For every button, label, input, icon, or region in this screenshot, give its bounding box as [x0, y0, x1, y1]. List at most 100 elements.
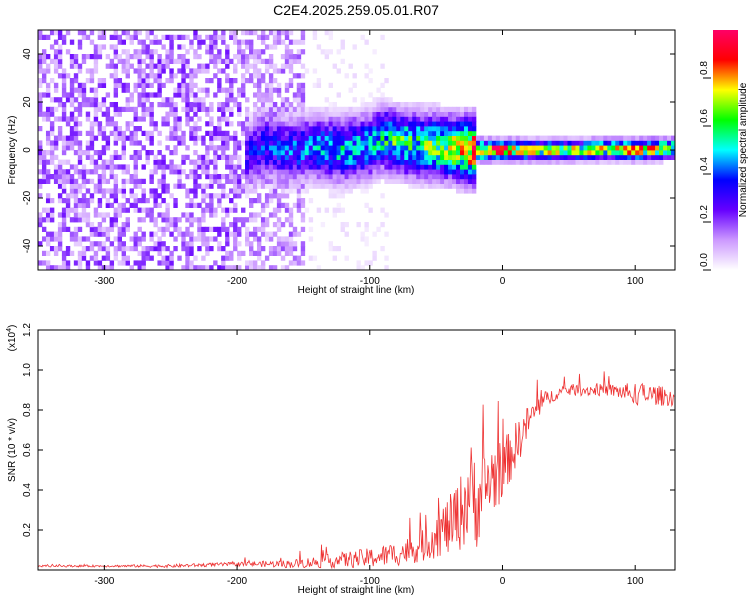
spectrogram-cell: [165, 164, 170, 170]
spectrogram-cell: [599, 154, 604, 160]
spectrogram-cell: [145, 246, 150, 252]
spectrogram-cell: [264, 222, 270, 228]
spectrogram-cell: [400, 106, 405, 112]
spectrogram-cell: [591, 150, 596, 156]
spectrogram-cell: [288, 217, 294, 223]
spectrogram-cell: [408, 126, 413, 132]
spectrogram-cell: [260, 73, 266, 79]
spectrogram-cell: [651, 154, 656, 160]
snr-series-line: [38, 371, 675, 570]
spectrogram-cell: [249, 130, 254, 136]
spectrogram-cell: [352, 145, 357, 151]
spectrogram-cell: [177, 116, 182, 122]
spectrogram-cell: [308, 111, 314, 117]
spectrogram-cell: [428, 164, 433, 170]
spectrogram-cell: [288, 222, 294, 228]
spectrogram-cell: [328, 159, 334, 165]
spectrogram-cell: [328, 82, 334, 88]
spectrogram-cell: [292, 241, 298, 247]
spectrogram-cell: [312, 121, 318, 127]
spectrogram-cell: [376, 126, 381, 132]
spectrogram-cell: [368, 260, 373, 266]
spectrogram-cell: [113, 44, 119, 50]
spectrogram-cell: [312, 150, 318, 156]
spectrogram-cell: [93, 231, 99, 237]
spectrogram-cell: [264, 183, 270, 189]
spectrogram-cell: [241, 126, 246, 132]
spectrogram-cell: [360, 106, 365, 112]
spectrogram-cell: [364, 159, 369, 165]
spectrogram-cell: [217, 78, 222, 84]
spectrogram-cell: [129, 193, 134, 199]
spectrogram-cell: [376, 97, 381, 103]
spectrogram-cell: [272, 231, 278, 237]
spectrogram-cell: [85, 198, 91, 204]
spectrogram-cell: [225, 250, 230, 256]
spectrogram-cell: [336, 202, 341, 208]
spectrogram-cell: [288, 145, 294, 151]
spectrogram-cell: [69, 102, 75, 108]
spectrogram-cell: [201, 265, 206, 270]
spectrogram-cell: [268, 82, 274, 88]
spectrogram-cell: [49, 145, 55, 151]
spectrogram-cell: [280, 111, 286, 117]
spectrogram-cell: [49, 154, 55, 160]
spectrogram-cell: [460, 126, 465, 132]
spectrogram-cell: [292, 39, 298, 45]
spectrogram-cell: [424, 106, 429, 112]
spectrogram-cell: [539, 145, 545, 151]
spectrogram-cell: [304, 126, 310, 132]
spectrogram-cell: [639, 145, 644, 151]
spectrogram-cell: [272, 39, 278, 45]
spectrogram-cell: [161, 174, 166, 180]
spectrogram-cell: [320, 169, 326, 175]
spectrogram-cell: [284, 135, 290, 141]
spectrogram-cell: [221, 34, 226, 40]
spectrogram-cell: [77, 30, 83, 36]
spectrogram-cell: [153, 202, 158, 208]
spectrogram-cell: [452, 159, 457, 165]
spectrogram-cell: [288, 246, 294, 252]
spectrogram-cell: [396, 126, 401, 132]
spectrogram-cell: [284, 150, 290, 156]
spectrogram-cell: [97, 106, 103, 112]
spectrogram-cell: [324, 178, 330, 184]
spectrogram-cell: [193, 126, 198, 132]
spectrogram-cell: [280, 126, 286, 132]
spectrogram-cell: [316, 135, 322, 141]
spectrogram-cell: [436, 106, 441, 112]
spectrogram-cell: [535, 135, 541, 141]
spectrogram-cell: [221, 260, 226, 266]
spectrogram-cell: [639, 159, 644, 165]
spectrogram-cell: [245, 154, 250, 160]
spectrogram-cell: [296, 111, 302, 117]
spectrogram-cell: [312, 174, 318, 180]
spectrogram-cell: [201, 188, 206, 194]
spectrogram-cell: [129, 97, 134, 103]
spectrogram-cell: [177, 58, 182, 64]
spectrogram-cell: [213, 30, 218, 36]
spectrogram-cell: [527, 150, 533, 156]
spectrogram-cell: [69, 116, 75, 122]
spectrogram-cell: [205, 92, 210, 98]
spectrogram-cell: [113, 49, 119, 55]
spectrogram-cell: [217, 58, 222, 64]
spectrogram-cell: [249, 111, 254, 117]
spectrogram-cell: [372, 159, 377, 165]
spectrogram-cell: [221, 145, 226, 151]
spectrogram-cell: [125, 73, 130, 79]
spectrogram-cell: [440, 116, 445, 122]
spectrogram-cell: [416, 135, 421, 141]
spectrogram-cell: [105, 164, 111, 170]
spectrogram-cell: [352, 174, 357, 180]
spectrogram-cell: [260, 260, 266, 266]
spectrogram-cell: [133, 169, 138, 175]
spectrogram-cell: [380, 102, 385, 108]
spectrogram-cell: [65, 178, 71, 184]
spectrogram-cell: [241, 73, 246, 79]
spectrogram-cell: [312, 178, 318, 184]
spectrogram-cell: [352, 121, 357, 127]
spectrogram-cell: [101, 102, 107, 108]
spectrogram-cell: [579, 135, 584, 141]
spectrogram-cell: [217, 106, 222, 112]
